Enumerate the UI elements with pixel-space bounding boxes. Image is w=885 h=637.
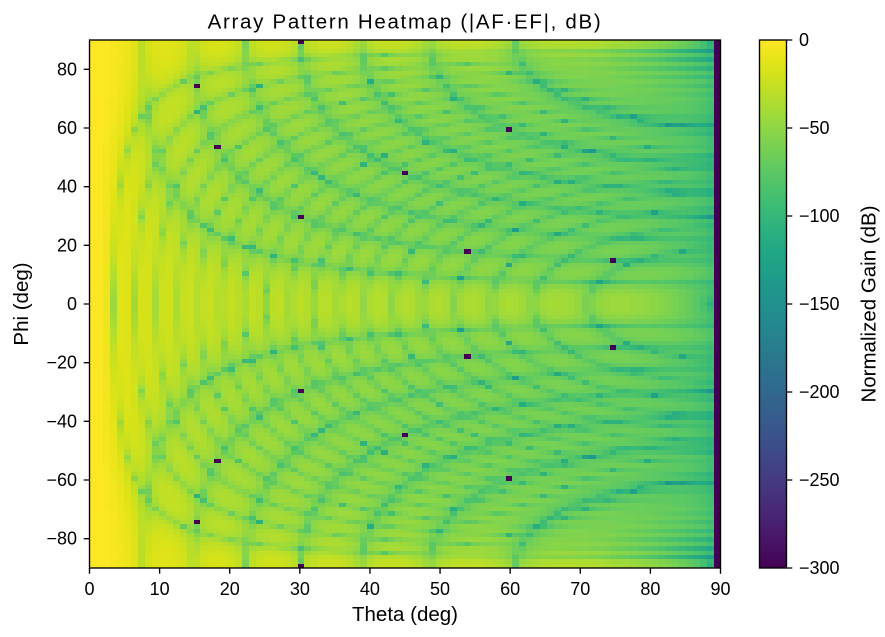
svg-text:0: 0 — [67, 294, 77, 314]
svg-text:−200: −200 — [799, 382, 840, 402]
svg-text:Phi (deg): Phi (deg) — [10, 262, 33, 345]
svg-text:10: 10 — [150, 579, 170, 599]
svg-text:−300: −300 — [799, 558, 840, 578]
svg-text:50: 50 — [430, 579, 450, 599]
svg-text:−20: −20 — [46, 353, 77, 373]
svg-text:60: 60 — [57, 118, 77, 138]
svg-text:Normalized Gain (dB): Normalized Gain (dB) — [858, 205, 881, 402]
svg-text:−250: −250 — [799, 470, 840, 490]
svg-text:80: 80 — [57, 59, 77, 79]
svg-text:40: 40 — [57, 177, 77, 197]
svg-text:20: 20 — [220, 579, 240, 599]
svg-text:0: 0 — [84, 579, 94, 599]
svg-text:0: 0 — [799, 30, 809, 50]
svg-text:90: 90 — [710, 579, 730, 599]
svg-text:40: 40 — [360, 579, 380, 599]
svg-text:30: 30 — [290, 579, 310, 599]
svg-text:−80: −80 — [46, 529, 77, 549]
svg-text:70: 70 — [570, 579, 590, 599]
svg-text:−100: −100 — [799, 206, 840, 226]
svg-text:−50: −50 — [799, 118, 830, 138]
svg-text:Array Pattern Heatmap (|AF·EF|: Array Pattern Heatmap (|AF·EF|, dB) — [208, 11, 603, 34]
svg-text:60: 60 — [500, 579, 520, 599]
svg-text:−60: −60 — [46, 470, 77, 490]
svg-text:80: 80 — [640, 579, 660, 599]
svg-text:Theta (deg): Theta (deg) — [352, 603, 458, 626]
svg-text:20: 20 — [57, 235, 77, 255]
svg-text:−150: −150 — [799, 294, 840, 314]
svg-text:−40: −40 — [46, 411, 77, 431]
